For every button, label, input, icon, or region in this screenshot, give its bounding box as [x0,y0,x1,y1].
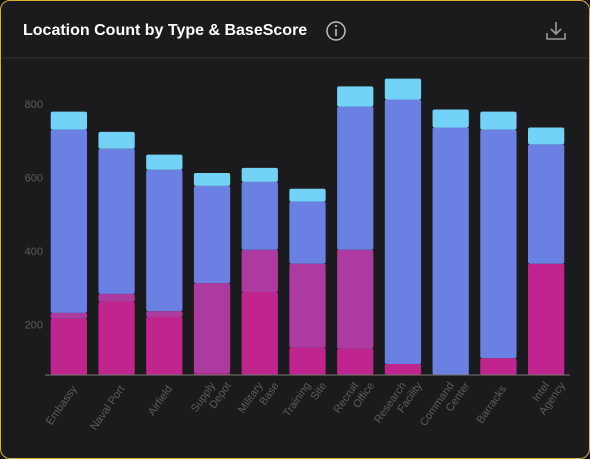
bar-segment [193,283,231,374]
download-icon[interactable] [546,22,566,40]
bar-segment [98,301,135,375]
x-tick-label: TrainingSite [281,373,329,427]
chart-title: Location Count by Type & BaseScore [23,22,307,39]
x-tick-label: Airfield [146,384,175,418]
bar-segment [337,106,374,250]
bar-segment [289,263,326,348]
x-tick-label: MilitaryBase [236,373,282,423]
bar-segment [241,167,278,182]
x-tick-label: ResearchFacility [372,372,425,433]
bar-segment [146,311,183,317]
bar-segment [193,185,231,284]
bar-segment [289,201,326,264]
bar-segment [480,111,517,130]
x-tick-label: SupplyDepot [189,373,234,422]
bar-segment [432,109,469,128]
x-tick-label: Barracks [475,383,510,426]
bar-segment [50,111,87,130]
bar-segment [384,78,422,100]
y-tick-label: 200 [25,319,43,331]
bar-segment [146,316,183,375]
bar-segment [337,86,374,107]
bar-segment [98,131,135,149]
bar-segment [528,144,565,264]
bar-segment [146,169,183,312]
bar-segment [98,148,135,294]
bar-segment [432,127,469,376]
bar-segment [146,154,183,170]
x-tick-label: CommandCenter [418,372,473,436]
bar-segment [289,347,326,375]
bar-segment [241,292,278,375]
x-tick-label: IntelAgency [526,372,568,417]
bar-segment [384,99,422,364]
bar-segment [193,173,231,186]
bar-segment [528,263,565,375]
y-tick-label: 600 [25,172,43,184]
bar-segment [289,188,326,202]
bar-segment [337,348,374,375]
bar-segment [50,312,87,319]
bar-segment [384,363,422,375]
bar-segment [241,181,278,250]
bar-segment [480,358,517,375]
bar-segment [528,127,565,145]
bar-segment [98,293,135,302]
x-tick-label: RecruitOffice [331,373,377,423]
x-tick-label: Embassy [44,383,80,427]
bar-segment [337,249,374,349]
info-icon[interactable] [326,21,346,41]
bar-segment [480,129,517,359]
y-tick-label: 800 [25,99,43,111]
bar-segment [50,129,87,313]
x-tick-label: Naval Port [88,384,127,433]
bar-segment [241,249,278,293]
bar-segment [50,318,87,375]
y-tick-label: 400 [25,246,43,258]
